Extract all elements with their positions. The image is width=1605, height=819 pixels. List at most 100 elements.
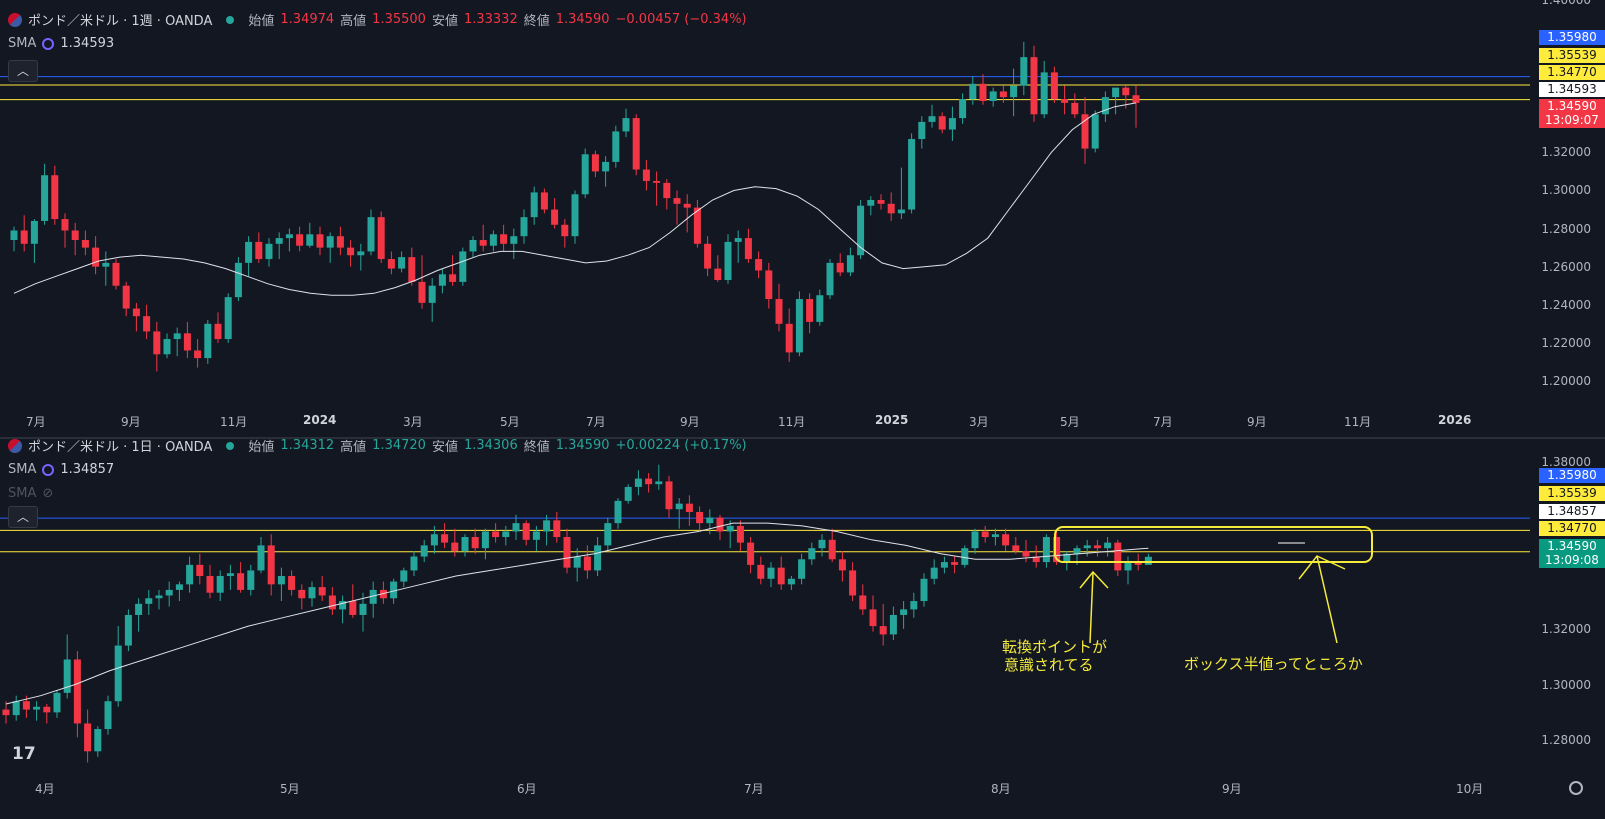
daily-sma-legend[interactable]: SMA 1.34857 [8,462,114,477]
candle-body [767,567,775,579]
time-tick-label: 9月 [680,415,700,429]
time-tick-label: 7月 [586,415,606,429]
price-tick-label: 1.28000 [1541,733,1591,748]
price-tag: 1.34770 [1539,65,1605,80]
low-value: 1.33332 [463,12,518,27]
candle-body [418,281,426,303]
arrowhead-box-half [1298,555,1346,580]
candle-body [726,525,734,532]
candle-body [410,556,418,571]
sma-indicator-label[interactable]: SMA [8,462,37,477]
market-open-status-icon [226,441,235,450]
time-tick-label: 11月 [1344,415,1372,429]
daily-chart-pane[interactable]: ポンド／米ドル · 1日 · OANDA 始値 1.34312 高値 1.34720… [0,438,1605,819]
collapse-indicators-button[interactable]: ︿ [8,506,38,528]
candle-body [849,570,857,596]
price-tag: 13:09:08 [1539,553,1605,568]
weekly-symbol-title[interactable]: ポンド／米ドル · 1週 · OANDA [28,14,213,29]
change-value: +0.00224 (+0.17%) [615,438,747,453]
price-tick-label: 1.28000 [1541,221,1591,236]
daily-symbol-title[interactable]: ポンド／米ドル · 1日 · OANDA [28,440,213,455]
box-half-annotation[interactable]: ボックス半値ってところか [1184,655,1363,673]
high-label: 高値 [340,440,367,455]
high-label: 高値 [340,14,367,29]
candle-body [846,255,854,273]
candle-body [706,517,714,524]
time-tick-label: 7月 [744,782,764,796]
pane-separator[interactable] [0,437,1605,439]
weekly-chart-canvas[interactable] [0,0,1605,438]
high-value: 1.35500 [372,12,426,27]
candle-body [400,570,408,582]
candle-body [196,564,204,576]
daily-sma2-legend[interactable]: SMA ⊘ [8,486,53,501]
candle-body [306,234,314,246]
weekly-sma-legend[interactable]: SMA 1.34593 [8,36,114,51]
candle-body [642,169,650,181]
weekly-legend: ポンド／米ドル · 1週 · OANDA 始値 1.34974 高値 1.35500… [8,10,747,29]
candle-body [10,230,18,240]
candle-body [859,595,867,610]
candle-body [777,567,785,585]
tradingview-logo-icon[interactable]: 17 [12,744,36,764]
candle-body [226,573,234,576]
candle-body [41,175,49,221]
sma-settings-icon[interactable] [42,37,55,50]
candle-body [614,500,622,524]
candle-body [186,564,194,585]
candle-body [981,531,989,538]
candle-body [2,709,10,716]
sma2-indicator-label[interactable]: SMA [8,486,37,501]
candle-body [316,234,324,248]
candle-body [449,274,457,282]
candle-body [622,118,630,132]
time-tick-label: 2026 [1438,413,1472,427]
candle-body [369,589,377,604]
time-tick-label: 9月 [121,415,141,429]
open-label: 始値 [248,14,275,29]
candle-body [910,601,918,610]
turning-point-annotation[interactable]: 転換ポイントが 意識されてる [1002,638,1107,674]
candle-body [591,154,599,172]
candle-body [561,224,569,237]
candle-body [194,350,202,359]
candle-body [30,220,38,244]
sma-indicator-label[interactable]: SMA [8,36,37,51]
candle-body [828,539,836,560]
candle-body [479,240,487,246]
candle-body [247,570,255,590]
candle-body [836,262,844,273]
annotation-line-2: 意識されてる [1004,656,1094,674]
collapse-indicators-button[interactable]: ︿ [8,60,38,82]
price-tag: 1.35980 [1539,30,1605,45]
daily-chart-canvas[interactable] [0,438,1605,819]
candle-body [989,91,997,101]
candle-body [624,486,632,501]
sma-settings-icon[interactable] [42,463,55,476]
candle-body [71,230,79,240]
weekly-chart-pane[interactable]: ポンド／米ドル · 1週 · OANDA 始値 1.34974 高値 1.35500… [0,0,1605,438]
hidden-eye-icon[interactable]: ⊘ [42,486,54,501]
candle-body [1061,99,1069,103]
price-tick-label: 1.32000 [1541,621,1591,636]
sma-line [5,522,1149,705]
candle-body [84,723,92,752]
candle-body [347,247,355,256]
candle-body [808,548,816,560]
candle-body [489,234,497,246]
candle-body [785,323,793,353]
candle-body [1002,534,1010,546]
gear-icon[interactable] [1569,781,1583,795]
candle-body [124,614,132,646]
price-tick-label: 1.22000 [1541,335,1591,350]
candle-body [655,481,663,485]
candle-body [571,194,579,237]
candle-body [502,531,510,538]
candle-body [469,240,477,252]
candle-body [53,692,61,713]
market-open-status-icon [226,15,235,24]
candle-body [673,198,681,204]
candle-body [408,257,416,282]
candle-body [92,247,100,267]
open-label: 始値 [248,440,275,455]
